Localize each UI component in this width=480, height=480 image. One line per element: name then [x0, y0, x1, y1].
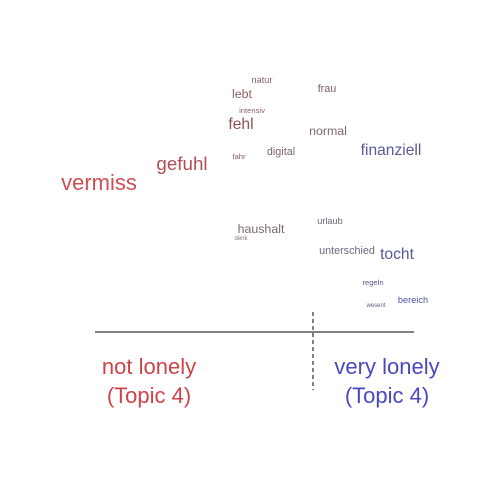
word-wesent: wesent — [365, 303, 385, 309]
word-regeln: regeln — [362, 278, 383, 287]
word-normal: normal — [309, 124, 347, 138]
left-scale-label-line1: not lonely — [102, 354, 196, 379]
word-fahr: fahr — [232, 152, 246, 161]
word-urlaub: urlaub — [317, 216, 343, 226]
word-fehl: fehl — [228, 116, 253, 133]
word-digital: digital — [267, 146, 295, 158]
word-haushalt: haushalt — [238, 222, 285, 236]
left-scale-label-line2: (Topic 4) — [107, 383, 191, 408]
word-gefuhl: gefuhl — [156, 153, 207, 174]
word-unterschied: unterschied — [319, 245, 375, 257]
right-scale-label-line2: (Topic 4) — [345, 383, 429, 408]
word-intensiv: intensiv — [239, 106, 265, 115]
word-finanziell: finanziell — [361, 142, 422, 159]
right-scale-label-line1: very lonely — [334, 354, 439, 379]
word-tocht: tocht — [380, 246, 414, 263]
word-natur: natur — [252, 75, 273, 85]
word-vermiss: vermiss — [61, 170, 137, 195]
word-frau: frau — [318, 83, 337, 95]
word-lebt: lebt — [232, 87, 253, 101]
word-bereich: bereich — [398, 295, 428, 305]
word-denk: denk — [234, 236, 248, 242]
